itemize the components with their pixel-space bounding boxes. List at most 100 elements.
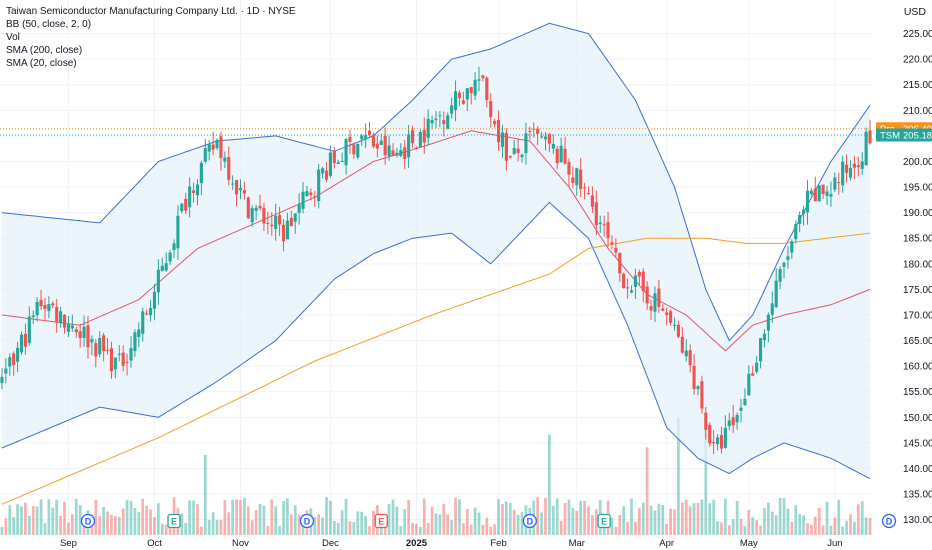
candle (348, 129, 352, 154)
candle (821, 184, 825, 200)
candle (391, 143, 395, 156)
candle (536, 126, 540, 146)
candle (340, 152, 344, 162)
candle (270, 212, 274, 236)
volume-bar (200, 526, 203, 535)
candle (571, 166, 575, 189)
candle (837, 172, 841, 195)
chart-legend: Taiwan Semiconductor Manufacturing Compa… (6, 5, 296, 70)
indicator-sma20[interactable]: SMA (20, close) (6, 58, 77, 69)
x-tick-label: Jun (827, 538, 842, 549)
candle (590, 186, 594, 214)
candle (860, 151, 864, 176)
event-marker-d: D (881, 513, 897, 529)
volume-bar (434, 513, 438, 535)
candle (653, 286, 657, 323)
candle (156, 259, 160, 305)
volume-bar (770, 511, 774, 535)
volume-bar (27, 515, 31, 535)
candle (129, 336, 133, 368)
candle (598, 215, 602, 233)
volume-bar (415, 523, 418, 535)
volume-bar (430, 506, 434, 535)
candle (285, 212, 289, 240)
candle (379, 133, 383, 146)
candle (321, 166, 325, 179)
volume-bar (422, 498, 426, 535)
candle (8, 353, 12, 376)
symbol-title[interactable]: Taiwan Semiconductor Manufacturing Compa… (6, 6, 296, 17)
volume-bar (657, 503, 661, 535)
volume-bar (395, 506, 399, 535)
volume-bar (759, 525, 762, 535)
candle (55, 298, 59, 333)
candle (602, 215, 606, 237)
candle (778, 266, 782, 290)
candle (113, 357, 117, 379)
volume-bar (688, 506, 692, 535)
volume-bar (833, 517, 837, 535)
candle (430, 115, 434, 130)
event-marker-d: D (80, 513, 96, 529)
candle (833, 172, 837, 193)
volume-bar (485, 517, 489, 535)
volume-bar (817, 507, 821, 535)
volume-bar (462, 523, 465, 535)
candle (27, 306, 31, 346)
candle (145, 309, 149, 316)
candle (219, 131, 223, 171)
volume-bar (59, 515, 62, 535)
volume-bar (274, 506, 278, 535)
volume-bar (841, 526, 845, 535)
candle (809, 187, 813, 196)
indicator-sma200[interactable]: SMA (200, close) (6, 45, 83, 56)
volume-bar (665, 523, 669, 535)
volume-bar (4, 518, 8, 535)
candle (180, 202, 184, 214)
candle (109, 341, 114, 379)
volume-bar (516, 514, 520, 535)
volume-bar (587, 506, 590, 535)
volume-bar (747, 510, 751, 535)
candle (457, 90, 462, 107)
candle (188, 177, 192, 218)
volume-bar (446, 514, 450, 535)
candle (410, 125, 415, 149)
volume-bar (481, 524, 485, 535)
candle (242, 181, 246, 200)
volume-bar (622, 506, 626, 535)
candle (637, 269, 641, 286)
volume-bar (661, 504, 665, 535)
candle (489, 93, 493, 128)
candle (371, 132, 375, 149)
volume-bar (849, 514, 852, 535)
candle (575, 167, 579, 196)
volume-bar (98, 516, 102, 535)
candle (645, 281, 649, 310)
volume-bar (731, 519, 735, 535)
candle (105, 337, 110, 355)
candle (672, 317, 677, 331)
candle (680, 327, 684, 355)
bollinger-upper-line (1, 22, 871, 342)
candle (184, 192, 188, 215)
volume-bar (696, 502, 700, 535)
sma-200-line (1, 232, 871, 505)
volume-bar (716, 521, 719, 535)
volume-bar (153, 517, 156, 535)
indicator-vol[interactable]: Vol (6, 32, 20, 43)
candle (755, 355, 759, 374)
volume-bar (438, 514, 442, 535)
volume-bar (856, 504, 860, 535)
y-tick-label: 130.00 (903, 515, 932, 526)
candle (758, 337, 763, 369)
x-tick-label: Apr (659, 538, 674, 549)
volume-bar (12, 517, 16, 535)
currency-label[interactable]: USD (903, 6, 926, 18)
volume-bar (798, 514, 802, 535)
indicator-bb[interactable]: BB (50, close, 2, 0) (6, 19, 92, 30)
volume-bar (802, 515, 805, 535)
candle (614, 238, 618, 257)
sma-20-line (1, 130, 871, 352)
